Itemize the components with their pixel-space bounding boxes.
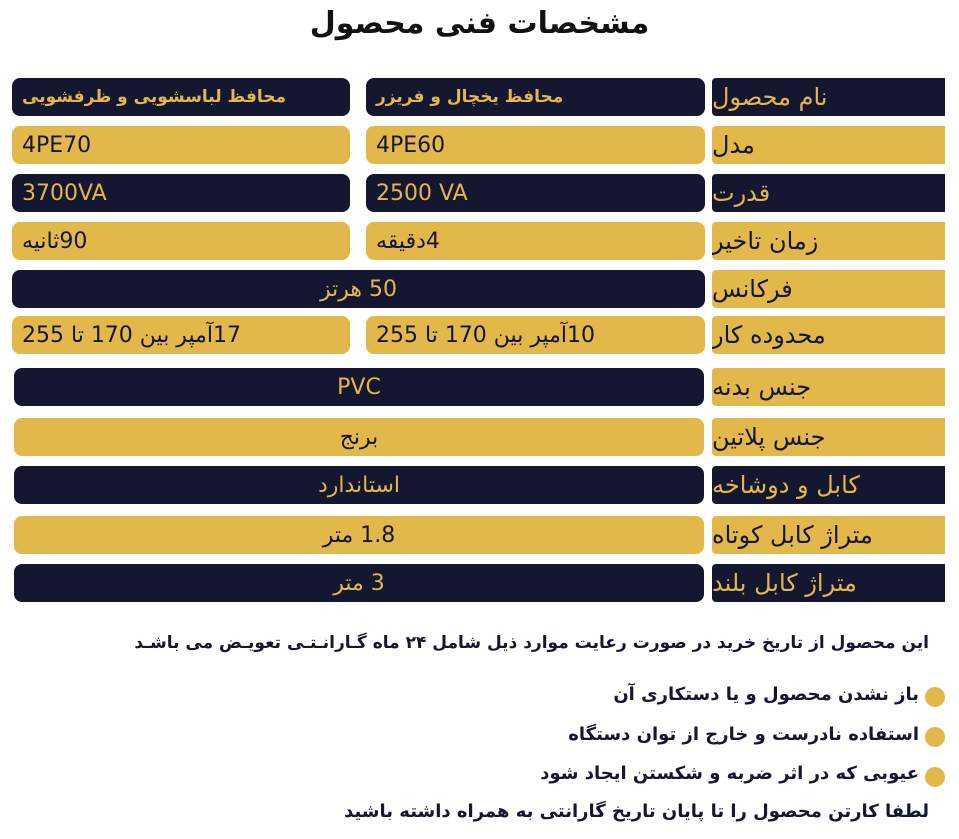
frequency-value: 50 هرتز <box>12 270 705 308</box>
label-short-cable: متراژ کابل کوتاه <box>712 516 945 554</box>
label-product-name: نام محصول <box>712 78 945 116</box>
warranty-intro: این محصول از تاریخ خرید در صورت رعایت مو… <box>134 633 929 653</box>
cable-plug-value: استاندارد <box>14 466 704 504</box>
delay-a: 4دقیقه <box>366 222 705 260</box>
warranty-footer: لطفا کارتن محصول را تا پایان تاریخ گاران… <box>344 801 929 822</box>
warranty-condition: استفاده نادرست و خارج از توان دستگاه <box>568 724 919 745</box>
power-b: 3700VA <box>12 174 350 212</box>
delay-b: 90ثانیه <box>12 222 350 260</box>
label-power: قدرت <box>712 174 945 212</box>
label-long-cable: متراژ کابل بلند <box>712 564 945 602</box>
product-b-name: محافظ لباسشویی و ظرفشویی <box>12 78 350 116</box>
label-plate-material: جنس پلاتین <box>712 418 945 456</box>
warranty-condition: باز نشدن محصول و یا دستکاری آن <box>613 684 919 705</box>
model-b: 4PE70 <box>12 126 350 164</box>
short-cable-value: 1.8 متر <box>14 516 704 554</box>
product-a-name: محافظ یخچال و فریزر <box>366 78 705 116</box>
range-b: 17آمپر بین 170 تا 255 <box>12 316 350 354</box>
label-body-material: جنس بدنه <box>712 368 945 406</box>
label-model: مدل <box>712 126 945 164</box>
bullet-icon <box>925 727 945 747</box>
label-operating-range: محدوده کار <box>712 316 945 354</box>
model-a: 4PE60 <box>366 126 705 164</box>
warranty-condition: عیوبی که در اثر ضربه و شکستن ایجاد شود <box>540 763 919 784</box>
long-cable-value: 3 متر <box>14 564 704 602</box>
power-a: 2500 VA <box>366 174 705 212</box>
label-frequency: فرکانس <box>712 270 945 308</box>
bullet-icon <box>925 767 945 787</box>
range-a: 10آمپر بین 170 تا 255 <box>366 316 705 354</box>
plate-material-value: برنج <box>14 418 704 456</box>
label-cable-plug: کابل و دوشاخه <box>712 466 945 504</box>
body-material-value: PVC <box>14 368 704 406</box>
label-delay: زمان تاخیر <box>712 222 945 260</box>
page-title: مشخصات فنی محصول <box>309 6 650 41</box>
bullet-icon <box>925 687 945 707</box>
